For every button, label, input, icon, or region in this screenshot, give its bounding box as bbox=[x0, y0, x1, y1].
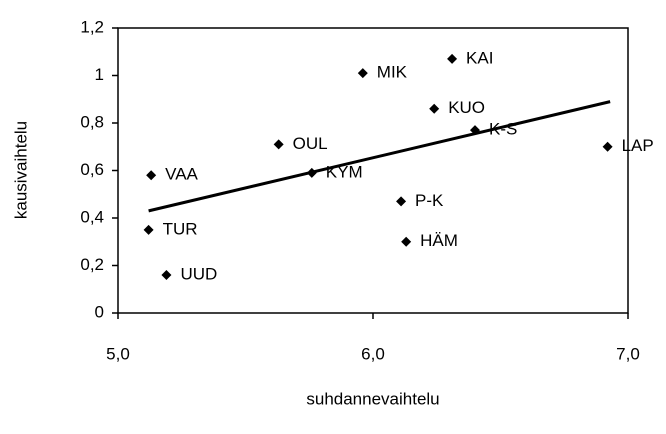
y-axis-label: kausivaihtelu bbox=[11, 121, 30, 219]
point-label: HÄM bbox=[420, 231, 458, 250]
point-label: OUL bbox=[293, 134, 328, 153]
y-tick-label: 0,4 bbox=[80, 207, 104, 226]
point-label: TUR bbox=[163, 219, 198, 238]
point bbox=[146, 170, 157, 181]
y-tick-label: 0 bbox=[95, 302, 104, 321]
point bbox=[602, 141, 613, 152]
point bbox=[396, 196, 407, 207]
point bbox=[143, 224, 154, 235]
point-label: LAP bbox=[622, 136, 654, 155]
point bbox=[429, 103, 440, 114]
y-tick-label: 0,8 bbox=[80, 112, 104, 131]
point-label: UUD bbox=[180, 264, 217, 283]
x-tick-label: 6,0 bbox=[361, 344, 385, 363]
point bbox=[401, 236, 412, 247]
point bbox=[273, 139, 284, 150]
y-tick-label: 1,2 bbox=[80, 17, 104, 36]
y-tick-label: 0,2 bbox=[80, 255, 104, 274]
point-label: KAI bbox=[466, 48, 493, 67]
point bbox=[161, 270, 172, 280]
x-tick-label: 5,0 bbox=[106, 344, 130, 363]
x-axis-label: suhdannevaihtelu bbox=[306, 389, 439, 408]
point bbox=[447, 53, 458, 64]
point-label: P-K bbox=[415, 191, 444, 210]
y-tick-label: 0,6 bbox=[80, 160, 104, 179]
point-label: MIK bbox=[377, 63, 408, 82]
x-tick-label: 7,0 bbox=[616, 344, 640, 363]
y-tick-label: 1 bbox=[95, 65, 104, 84]
point-label: KUO bbox=[448, 98, 485, 117]
point-label: VAA bbox=[165, 165, 198, 184]
trend-line bbox=[148, 100, 611, 213]
point bbox=[357, 68, 368, 79]
